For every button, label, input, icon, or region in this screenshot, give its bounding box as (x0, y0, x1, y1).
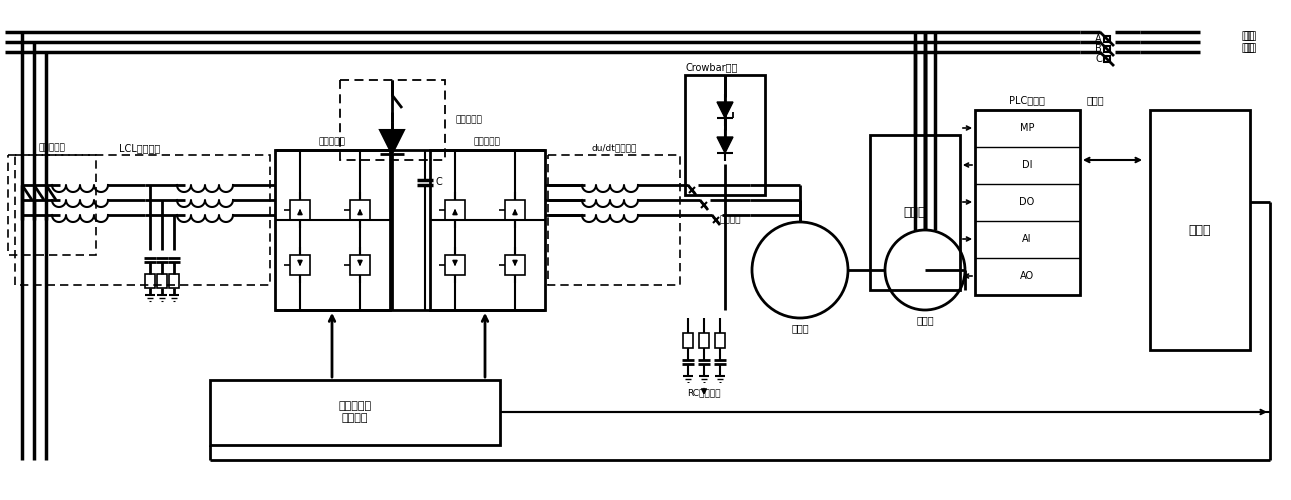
Bar (698, 333, 709, 348)
Text: AI: AI (1022, 234, 1032, 244)
Bar (445, 255, 465, 275)
Bar (715, 333, 726, 348)
Bar (547, 155, 680, 285)
Polygon shape (717, 137, 733, 153)
Text: 并网开关: 并网开关 (719, 216, 741, 224)
Bar (340, 80, 445, 160)
Bar (870, 135, 961, 290)
Text: 以太网: 以太网 (1086, 95, 1104, 105)
Bar (1150, 110, 1250, 350)
Text: C: C (1095, 54, 1101, 64)
Text: DI: DI (1021, 160, 1033, 170)
Text: 上位机: 上位机 (1189, 224, 1211, 236)
Text: 机侧变流器: 机侧变流器 (474, 138, 501, 146)
Text: Crowbar电路: Crowbar电路 (686, 62, 737, 72)
Text: B: B (1095, 44, 1101, 54)
Text: 交流
电网: 交流 电网 (1243, 31, 1256, 53)
Text: MP: MP (1020, 123, 1034, 133)
Text: 预充电电路: 预充电电路 (454, 116, 482, 124)
Bar (445, 200, 465, 220)
Text: 发电机: 发电机 (791, 323, 809, 333)
Text: DO: DO (1020, 197, 1034, 207)
Text: 网侧变流器: 网侧变流器 (319, 138, 346, 146)
Bar (210, 380, 500, 445)
Bar (350, 200, 371, 220)
Text: C: C (435, 177, 442, 187)
Text: 网侧接触器: 网侧接触器 (39, 144, 66, 152)
Bar (505, 200, 525, 220)
Text: PLC控制器: PLC控制器 (1010, 95, 1044, 105)
Bar (15, 155, 270, 285)
Text: 电动机: 电动机 (917, 315, 933, 325)
Bar (505, 255, 525, 275)
Bar (8, 155, 96, 255)
Bar (975, 110, 1081, 295)
Text: 交流
电网: 交流 电网 (1242, 31, 1255, 53)
Bar (145, 274, 155, 288)
Text: AO: AO (1020, 271, 1034, 281)
Polygon shape (380, 130, 404, 154)
Bar (430, 150, 545, 310)
Text: A: A (1095, 34, 1101, 44)
Text: du/dt滤波电路: du/dt滤波电路 (591, 144, 636, 152)
Bar (158, 274, 167, 288)
Bar (350, 255, 371, 275)
Bar (290, 200, 310, 220)
Bar (686, 75, 766, 195)
Text: RC滤波电路: RC滤波电路 (687, 388, 720, 398)
Text: LCL滤波电路: LCL滤波电路 (119, 143, 160, 153)
Bar (275, 150, 390, 310)
Text: 变频器: 变频器 (904, 206, 926, 218)
Bar (290, 255, 310, 275)
Bar (169, 274, 179, 288)
Bar (683, 333, 693, 348)
Text: 励磁变流器
的控制器: 励磁变流器 的控制器 (338, 401, 372, 423)
Polygon shape (717, 102, 733, 118)
